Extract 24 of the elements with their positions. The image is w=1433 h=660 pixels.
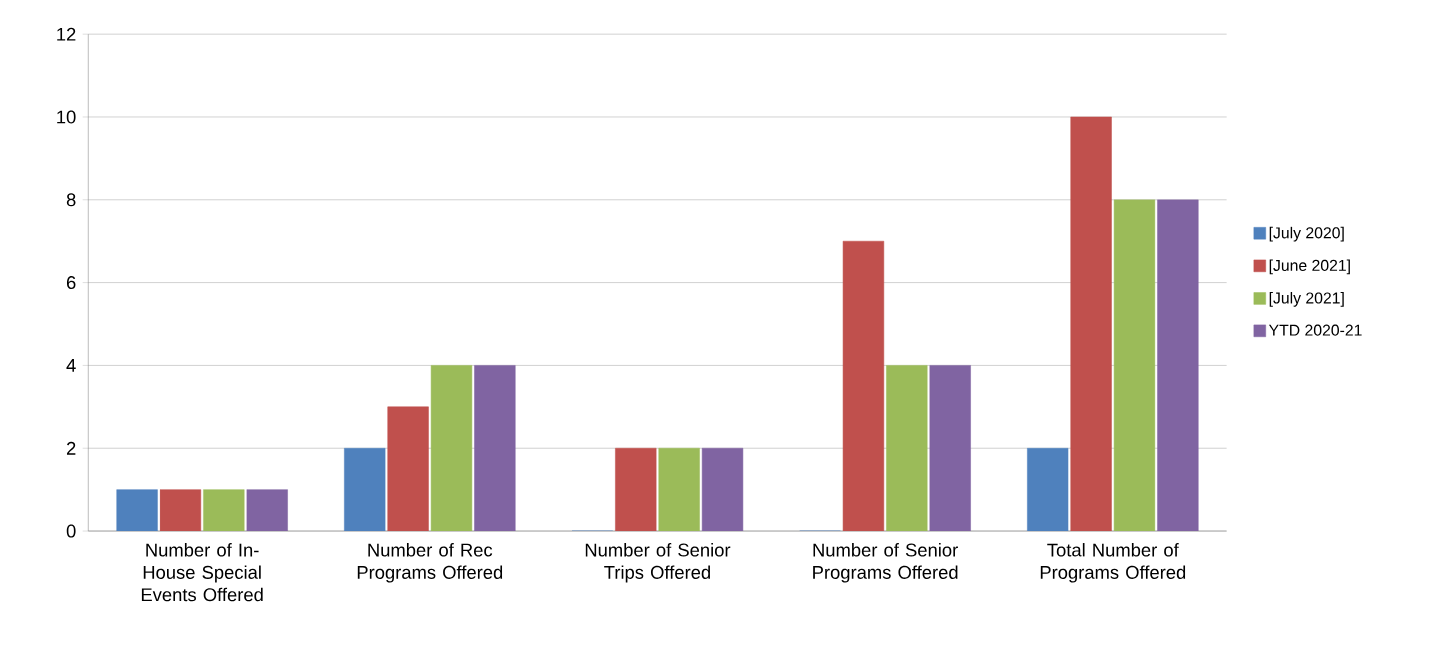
x-tick-label: Number of Senior Programs Offered (813, 543, 958, 583)
y-tick-label: 12 (57, 27, 76, 41)
x-tick-label: Number of In-House Special Events Offered (141, 543, 263, 602)
legend-label: YTD 2020-21 (1268, 324, 1362, 336)
bar (615, 448, 657, 532)
x-tick-label: Number of Rec Programs Offered (357, 543, 503, 583)
y-tick-label: 0 (66, 524, 76, 538)
x-tick-label: Number of Senior Trips Offered (585, 543, 731, 583)
legend-label: [July 2020] (1269, 226, 1344, 242)
legend-label: [June 2021] (1269, 259, 1350, 275)
y-tick-label: 4 (66, 359, 76, 372)
bar (1070, 116, 1112, 532)
bar (842, 240, 885, 532)
bar (387, 406, 429, 532)
bar (159, 489, 202, 532)
y-tick-label: 6 (66, 276, 76, 290)
bar (116, 489, 158, 532)
x-tick-label: Total Number of Programs Offered (1040, 543, 1186, 583)
legend-label: [July 2021] (1269, 292, 1344, 307)
y-tick-label: 2 (66, 441, 76, 455)
y-tick-label: 10 (57, 110, 76, 124)
y-tick-label: 8 (66, 193, 76, 207)
bar (1027, 448, 1069, 532)
bar (344, 448, 386, 532)
